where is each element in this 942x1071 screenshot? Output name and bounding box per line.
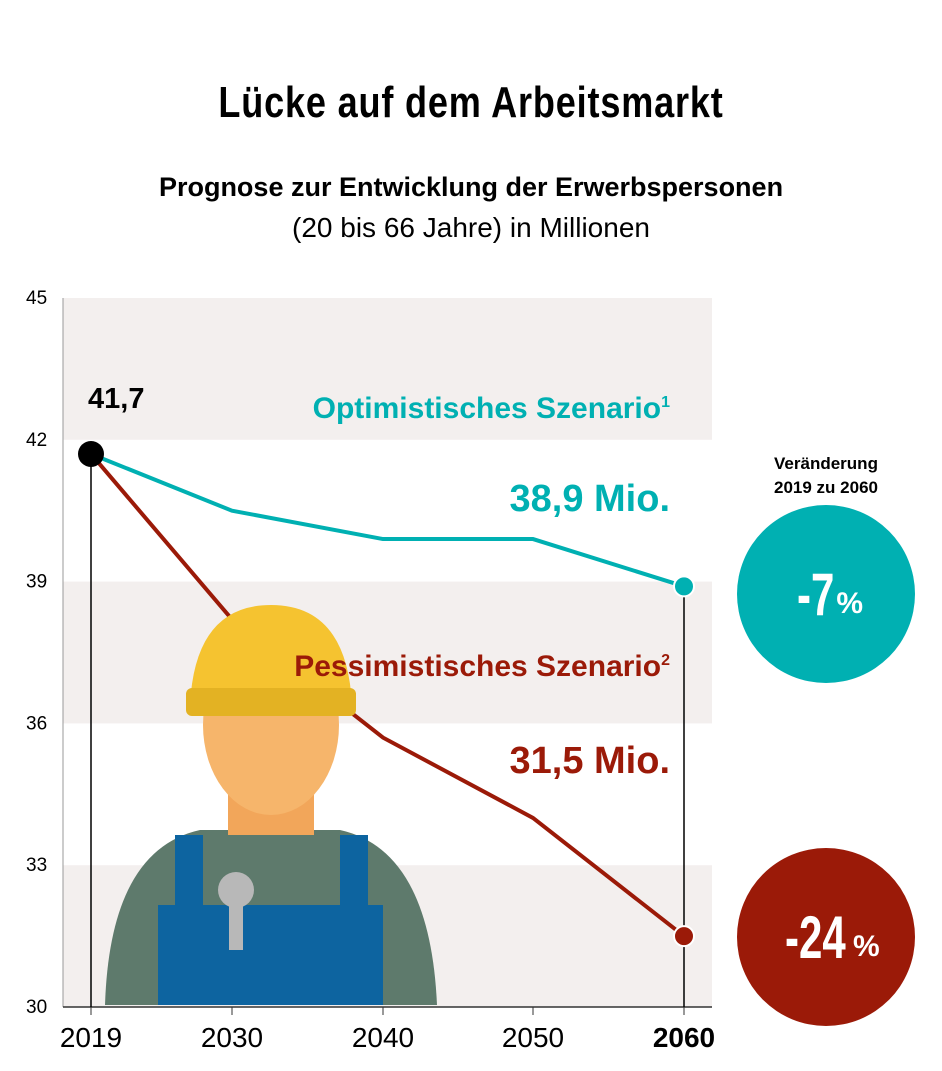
hard-hat-brim — [186, 688, 356, 716]
x-tick-label: 2030 — [201, 1022, 263, 1053]
overalls — [158, 905, 383, 1005]
y-tick-label: 42 — [26, 430, 47, 451]
optimistic-change-badge: -7% — [737, 505, 915, 683]
worker-illustration — [105, 605, 437, 1005]
strap-right — [340, 835, 368, 910]
optimistic-end-point — [673, 575, 695, 598]
hard-hat — [190, 605, 352, 705]
x-tick-label: 2019 — [60, 1022, 122, 1053]
optimistic-change-value: -7 — [796, 560, 835, 628]
chart-unit: (20 bis 66 Jahre) in Millionen — [292, 212, 650, 243]
footnote-1: 1 — [661, 394, 670, 411]
pessimistic-end-value: 31,5 Mio. — [509, 740, 671, 782]
x-tick-label: 2050 — [502, 1022, 564, 1053]
strap-left — [175, 835, 203, 910]
start-point — [78, 440, 104, 467]
y-tick-label: 36 — [26, 713, 47, 734]
start-value-label: 41,7 — [88, 383, 145, 415]
y-tick-label: 39 — [26, 572, 47, 593]
x-tick-label: 2040 — [352, 1022, 414, 1053]
pessimistic-label: Pessimistisches Szenario2 — [294, 650, 670, 684]
pessimistic-end-point — [673, 925, 695, 948]
optimistic-name: Optimistisches Szenario — [312, 392, 662, 425]
pessimistic-change-value: -24 — [785, 903, 847, 971]
pessimistic-line — [89, 452, 686, 938]
grid-band — [63, 581, 712, 724]
y-tick-label: 45 — [26, 288, 47, 309]
change-header-line1: Veränderung — [774, 454, 878, 473]
wrench-head — [218, 872, 254, 908]
change-header: Veränderung 2019 zu 2060 — [726, 452, 926, 500]
x-tick-label: 2060 — [653, 1022, 715, 1053]
chart-subtitle: Prognose zur Entwicklung der Erwerbspers… — [158, 172, 784, 202]
optimistic-line — [90, 452, 685, 589]
chart-title: Lücke auf dem Arbeitsmarkt — [218, 78, 724, 127]
pessimistic-change-badge: -24% — [737, 848, 915, 1026]
optimistic-end-value: 38,9 Mio. — [509, 478, 671, 520]
y-tick-label: 30 — [26, 997, 47, 1018]
y-tick-label: 33 — [26, 855, 47, 876]
optimistic-label: Optimistisches Szenario1 — [313, 392, 670, 426]
percent-sign: % — [853, 930, 880, 963]
wrench-icon — [229, 895, 243, 950]
grid-band — [63, 298, 712, 440]
percent-sign: % — [836, 587, 864, 620]
pessimistic-name: Pessimistisches Szenario — [294, 650, 662, 683]
footnote-2: 2 — [661, 652, 670, 669]
change-header-line2: 2019 zu 2060 — [774, 478, 878, 497]
